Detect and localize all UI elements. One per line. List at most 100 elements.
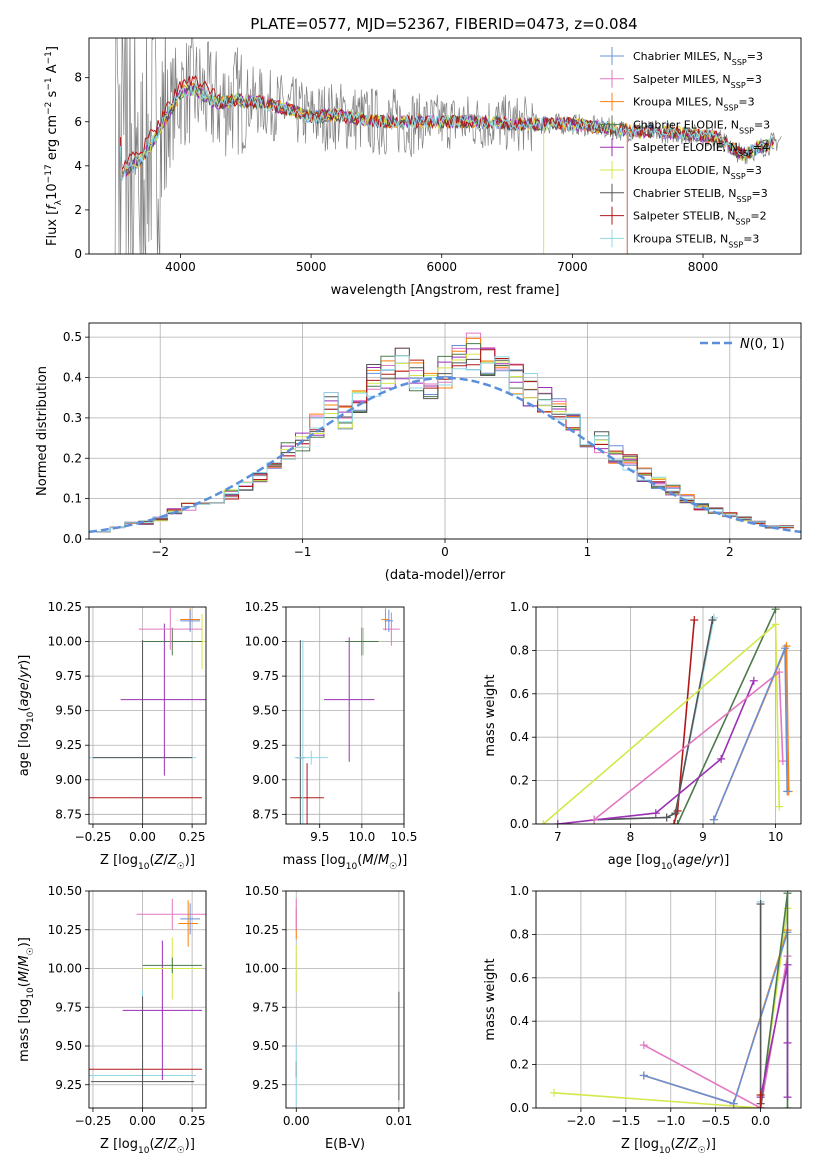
- legend-item-kroupa_elodie: Kroupa ELODIE, NSSP=3: [600, 161, 762, 181]
- y-tick-label: 9.75: [55, 669, 82, 683]
- weight-series-chabrier_stelib: [590, 616, 717, 824]
- y-axis-label: mass weight: [483, 958, 498, 1040]
- label-part: (: [17, 982, 32, 987]
- legend-sub: SSP: [723, 103, 738, 112]
- y-tick-label: 4: [74, 159, 82, 173]
- y-tick-label: 9.75: [252, 669, 279, 683]
- legend-sub: SSP: [731, 172, 746, 181]
- errorbar-chabrier_elodie: [142, 627, 203, 656]
- y-tick-label: 9.00: [252, 773, 279, 787]
- y-axis-label: Flux [fλ10−17 erg cm−2 s−1 A−1]: [44, 46, 64, 246]
- errorbar-salpeter_elodie: [120, 623, 206, 776]
- x-tick-label: 0.01: [386, 1114, 413, 1128]
- label-part: age: [677, 853, 701, 868]
- y-tick-label: 9.50: [55, 704, 82, 718]
- x-tick-label: −0.25: [75, 830, 112, 844]
- weight-line: [676, 608, 777, 824]
- y-tick-label: 0.0: [63, 532, 82, 546]
- y-tick-label: 0.3: [63, 411, 82, 425]
- label-part: )]: [17, 655, 32, 665]
- label-part: (: [149, 853, 154, 868]
- label-part: M: [17, 955, 32, 966]
- y-tick-label: 0.2: [510, 774, 529, 788]
- axes-frame: [535, 606, 802, 825]
- legend-rest: =3: [747, 50, 763, 63]
- axes-frame: [285, 606, 405, 825]
- legend-text: Kroupa ELODIE, N: [633, 164, 731, 177]
- x-tick-label: −0.25: [75, 1114, 112, 1128]
- errorbar-kroupa_miles: [381, 608, 390, 631]
- x-tick-label: −1.0: [656, 1114, 685, 1128]
- legend-text: Kroupa STELIB, N: [633, 232, 728, 245]
- x-tick-label: 7000: [557, 260, 588, 274]
- legend-item-kroupa_miles: Kroupa MILES, NSSP=3: [600, 92, 755, 112]
- label-part: Z: [167, 1137, 178, 1152]
- y-axis-label: age [log10(age/yr)]: [17, 655, 36, 777]
- y-tick-label: 10.25: [245, 600, 279, 614]
- x-tick-label: 5000: [296, 260, 327, 274]
- label-part: ☉: [177, 862, 185, 872]
- x-tick-label: −0.5: [701, 1114, 730, 1128]
- axes-frame: [285, 890, 405, 1109]
- label-part: ]: [45, 46, 60, 51]
- legend-item-chabrier_stelib: Chabrier STELIB, NSSP=3: [600, 183, 768, 204]
- y-tick-label: 9.50: [252, 704, 279, 718]
- y-tick-label: 0.2: [510, 1058, 529, 1072]
- normal-curve: [89, 376, 801, 534]
- label-part: 10: [661, 862, 673, 872]
- errorbar-chabrier_stelib: [90, 996, 195, 1108]
- panel-spectrum: 4000 5000 6000 7000 8000 0 2 4 6 8 wavelength [Ang…: [44, 37, 802, 298]
- y-tick-label: 10.00: [48, 635, 82, 649]
- y-tick-label: 10.00: [48, 962, 82, 976]
- y-tick-label: 10.00: [245, 635, 279, 649]
- label-part: −2: [44, 102, 54, 115]
- label-part: )]: [17, 937, 32, 947]
- legend-sub: SSP: [735, 217, 750, 226]
- label-part: )]: [706, 1137, 716, 1152]
- y-tick-label: 9.50: [252, 1039, 279, 1053]
- y-tick-label: 8.75: [252, 807, 279, 821]
- x-tick-label: 9.5: [310, 830, 329, 844]
- panel-massweight_vs_Z: −2.0 −1.5 −1.0 −0.5 0.0 0.0 0.2 0.4 0.6 0.8 1.0 Z […: [483, 884, 802, 1156]
- legend-rest: =3: [743, 232, 759, 245]
- legend-label: Chabrier ELODIE, NSSP=3: [633, 118, 770, 135]
- y-tick-label: 1.0: [510, 600, 529, 614]
- errorbar-salpeter_stelib: [290, 763, 324, 824]
- panel-age_vs_mass: 9.5 10.0 10.5 8.75 9.00 9.25 9.50 9.75 10.00 10.2…: [245, 600, 418, 872]
- label-part: f: [45, 203, 60, 210]
- x-tick-label: 10.5: [391, 830, 418, 844]
- legend-label: Chabrier STELIB, NSSP=3: [633, 187, 768, 204]
- legend-args: (0, 1): [750, 337, 785, 352]
- y-tick-label: 0.6: [510, 687, 529, 701]
- label-part: Z [log: [100, 1137, 138, 1152]
- legend-text: Chabrier MILES, N: [633, 50, 732, 63]
- panel-mass_vs_ebv: 0.00 0.01 9.25 9.50 9.75 10.00 10.25 10.50: [245, 884, 413, 1128]
- label-part: −1: [44, 51, 54, 64]
- axes-frame: [535, 890, 802, 1109]
- y-tick-label: 9.50: [55, 1039, 82, 1053]
- errorbar-chabrier_elodie: [142, 957, 203, 974]
- x-tick-label: 8: [627, 830, 635, 844]
- label-part: ☉: [698, 1146, 706, 1156]
- label-part: mass [log: [17, 999, 32, 1062]
- weight-series-chabrier_miles: [709, 644, 792, 824]
- y-axis-label: Normed distribution: [35, 366, 50, 496]
- plot-area: [114, 38, 782, 254]
- legend-item-salpeter_elodie: Salpeter ELODIE, NSSP=4: [600, 138, 769, 158]
- y-tick-label: 0.8: [510, 927, 529, 941]
- x-tick-label: 0: [441, 545, 449, 559]
- label-part: yr: [705, 853, 721, 868]
- legend-symbol: N: [740, 337, 750, 352]
- legend-text: Salpeter ELODIE, N: [633, 141, 738, 154]
- label-part: yr: [17, 663, 32, 679]
- x-tick-label: 10.0: [348, 830, 375, 844]
- y-tick-label: 6: [74, 115, 82, 129]
- label-part: M: [17, 971, 32, 982]
- y-axis-label: mass [log10(M/M☉)]: [17, 937, 36, 1062]
- errorbar-chabrier_stelib: [92, 640, 193, 824]
- y-tick-label: 0.0: [510, 1101, 529, 1115]
- label-part: −1: [44, 77, 54, 90]
- legend-rest: =3: [752, 187, 768, 200]
- y-tick-label: 10.50: [245, 884, 279, 898]
- legend-sub: SSP: [731, 80, 746, 89]
